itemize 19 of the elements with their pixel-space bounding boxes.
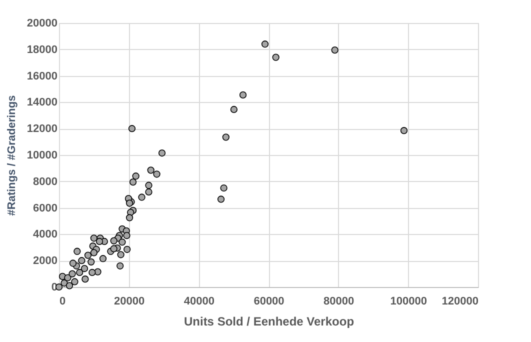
y-tick-label: 4000 — [33, 228, 58, 241]
y-tick-label: 10000 — [26, 150, 58, 162]
y-tick-label: 2000 — [33, 255, 58, 268]
x-tick-label: 20000 — [114, 296, 145, 308]
y-tick-label: 16000 — [26, 70, 58, 82]
y-tick-label: 6000 — [33, 202, 58, 214]
x-axis-title: Units Sold / Eenhede Verkoop — [184, 314, 354, 328]
y-tick-label: 18000 — [26, 44, 58, 56]
x-tick-label: 60000 — [254, 296, 284, 308]
y-axis-title: #Ratings / #Graderings — [6, 95, 18, 216]
x-tick-label: 120000 — [442, 296, 478, 308]
x-tick-label: 80000 — [324, 296, 354, 308]
x-tick-label: 100000 — [390, 296, 428, 308]
x-tick-label: 40000 — [184, 296, 214, 308]
y-tick-label: 8000 — [33, 176, 58, 188]
x-tick-label: 0 — [60, 296, 66, 308]
y-tick-label: 14000 — [26, 96, 58, 109]
y-tick-label: 20000 — [26, 18, 58, 30]
y-tick-label: 12000 — [26, 123, 58, 136]
